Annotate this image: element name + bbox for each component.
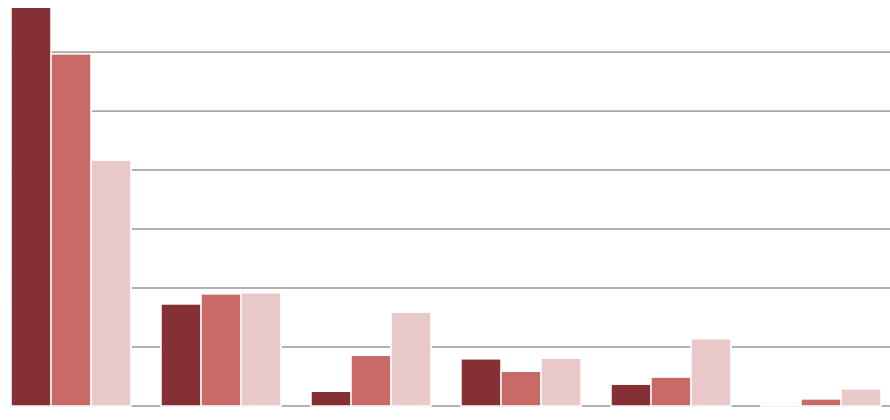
- bar: [10, 6, 52, 407]
- bar: [390, 311, 432, 407]
- bar: [650, 376, 692, 407]
- bar: [350, 354, 392, 407]
- bar: [50, 53, 92, 407]
- bar: [200, 293, 242, 407]
- bar: [800, 398, 842, 407]
- bar: [610, 383, 652, 407]
- bar: [310, 390, 352, 407]
- bar: [240, 291, 282, 407]
- bar: [160, 303, 202, 407]
- bar: [460, 358, 502, 407]
- bar: [540, 357, 582, 407]
- bar: [760, 404, 802, 407]
- bar: [500, 370, 542, 407]
- bar: [90, 159, 132, 407]
- bar: [840, 388, 882, 407]
- bar: [690, 338, 732, 407]
